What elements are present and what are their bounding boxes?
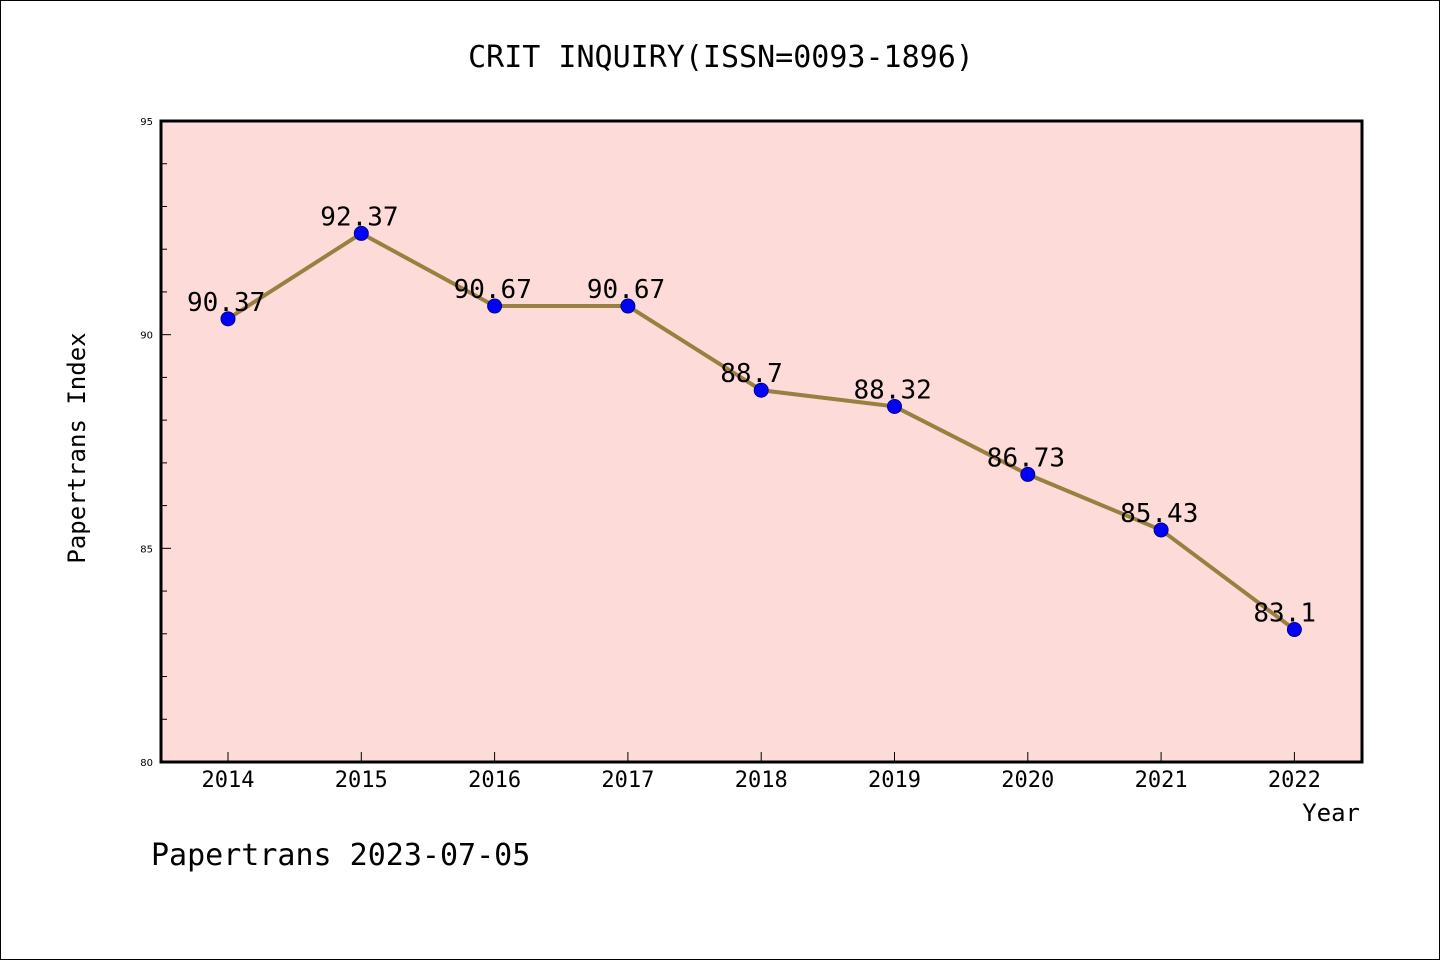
data-label: 88.32 bbox=[854, 375, 932, 405]
data-label: 88.7 bbox=[720, 359, 783, 389]
data-point bbox=[220, 311, 236, 327]
y-axis-label: Papertrans Index bbox=[63, 332, 91, 563]
chart-title: CRIT INQUIRY(ISSN=0093-1896) bbox=[468, 40, 974, 75]
x-tick-label: 2020 bbox=[1001, 768, 1054, 793]
x-tick-label: 2014 bbox=[202, 768, 255, 793]
data-point bbox=[353, 225, 369, 241]
data-point bbox=[1153, 522, 1169, 538]
data-label: 90.67 bbox=[587, 275, 665, 305]
data-points bbox=[220, 225, 1302, 638]
x-tick-label: 2019 bbox=[868, 768, 921, 793]
data-label: 83.1 bbox=[1253, 599, 1316, 629]
x-axis-label: Year bbox=[1302, 799, 1360, 827]
y-tick-label: 90 bbox=[140, 331, 153, 342]
x-tick-label: 2016 bbox=[468, 768, 521, 793]
y-tick-label: 85 bbox=[140, 544, 153, 555]
data-label: 90.37 bbox=[187, 288, 265, 318]
footer-text: Papertrans 2023-07-05 bbox=[151, 838, 530, 873]
x-tick-label: 2018 bbox=[735, 768, 788, 793]
x-tick-label: 2022 bbox=[1268, 768, 1321, 793]
x-axis: 2014 2015 2016 2017 2018 2019 2020 2021 2022 bbox=[202, 752, 1321, 793]
y-tick-label: 95 bbox=[140, 117, 153, 128]
x-tick-label: 2017 bbox=[601, 768, 654, 793]
y-tick-label: 80 bbox=[140, 758, 153, 769]
x-tick-label: 2015 bbox=[335, 768, 388, 793]
data-label: 85.43 bbox=[1120, 499, 1198, 529]
data-point bbox=[487, 298, 503, 314]
data-point bbox=[1020, 466, 1036, 482]
x-tick-label: 2021 bbox=[1135, 768, 1188, 793]
data-point bbox=[1286, 622, 1302, 638]
y-axis: 80 85 90 95 bbox=[140, 117, 171, 769]
data-label: 92.37 bbox=[320, 202, 398, 232]
data-label: 90.67 bbox=[454, 275, 532, 305]
data-label: 86.73 bbox=[987, 443, 1065, 473]
data-point bbox=[887, 398, 902, 414]
data-point bbox=[753, 382, 769, 398]
data-point bbox=[620, 298, 636, 314]
data-labels: 90.37 92.37 90.67 90.67 88.7 88.32 86.73 85.43 8… bbox=[187, 202, 1316, 628]
